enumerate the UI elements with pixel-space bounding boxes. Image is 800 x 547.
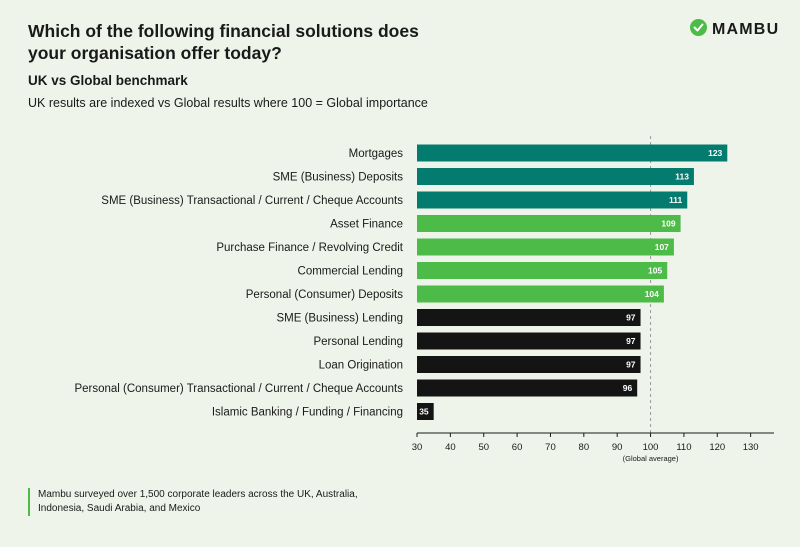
x-tick-label: 130 (743, 442, 759, 453)
category-label: Loan Origination (319, 360, 403, 372)
mambu-logo: MAMBU (690, 19, 779, 41)
bar (417, 403, 434, 420)
category-label: SME (Business) Transactional / Current /… (101, 195, 403, 207)
bar (417, 262, 668, 279)
bar (417, 379, 638, 397)
bar (417, 332, 641, 350)
category-label: Personal (Consumer) Deposits (246, 289, 403, 301)
category-label: Mortgages (349, 148, 404, 160)
chart-title: Which of the following financial solutio… (28, 21, 419, 63)
footer-note: Mambu surveyed over 1,500 corporate lead… (28, 488, 358, 516)
data-label: 96 (623, 383, 633, 393)
bar (417, 144, 728, 162)
category-label: SME (Business) Lending (276, 313, 403, 325)
x-tick-label: 70 (545, 442, 556, 453)
chart-note: UK results are indexed vs Global results… (28, 96, 428, 110)
x-tick-label: 120 (709, 442, 725, 453)
bar (417, 238, 674, 256)
logo-text: MAMBU (712, 21, 780, 38)
category-label: Purchase Finance / Revolving Credit (216, 242, 403, 254)
data-label: 97 (626, 313, 636, 323)
data-label: 107 (655, 242, 669, 252)
data-label: 111 (669, 195, 683, 205)
category-label: SME (Business) Deposits (273, 172, 404, 184)
data-label: 104 (645, 289, 659, 299)
data-label: 35 (419, 407, 429, 417)
category-label: Personal Lending (313, 336, 403, 348)
data-label: 105 (648, 266, 662, 276)
bar (417, 285, 664, 303)
reference-label: (Global average) (623, 454, 679, 463)
x-tick-label: 100 (643, 442, 659, 453)
x-tick-label: 40 (445, 442, 456, 453)
data-label: 97 (626, 336, 636, 346)
x-tick-label: 60 (512, 442, 523, 453)
data-label: 123 (708, 148, 722, 158)
category-label: Asset Finance (330, 219, 403, 231)
category-label: Islamic Banking / Funding / Financing (212, 407, 403, 419)
bar (417, 191, 688, 209)
chart-subtitle: UK vs Global benchmark (28, 73, 188, 88)
x-tick-label: 110 (676, 442, 691, 453)
x-tick-label: 80 (579, 442, 590, 453)
data-label: 109 (661, 219, 675, 229)
bar (417, 168, 694, 185)
x-tick-label: 90 (612, 442, 623, 453)
category-label: Personal (Consumer) Transactional / Curr… (74, 383, 403, 395)
category-label: Commercial Lending (298, 266, 403, 278)
mambu-check-icon (690, 19, 707, 41)
x-tick-label: 30 (412, 442, 423, 453)
bar (417, 356, 641, 373)
bar (417, 309, 641, 326)
data-label: 97 (626, 360, 636, 370)
bar (417, 215, 681, 232)
data-label: 113 (675, 172, 689, 182)
x-tick-label: 50 (478, 442, 489, 453)
